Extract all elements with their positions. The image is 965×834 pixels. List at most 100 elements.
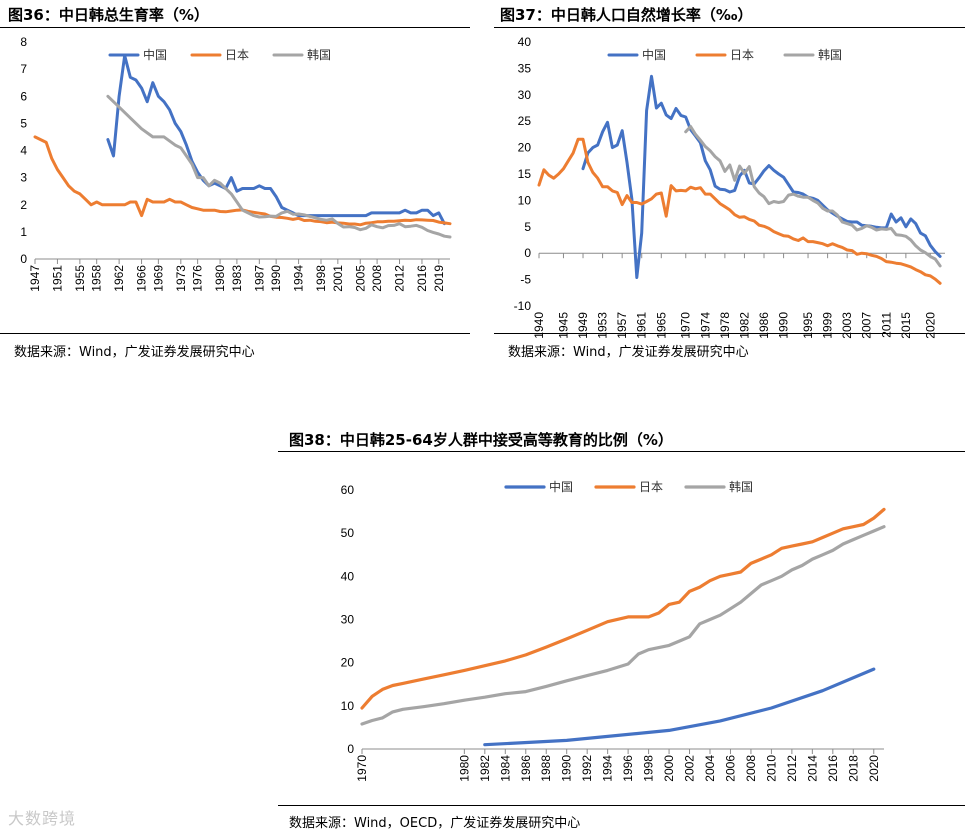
legend-label: 日本 — [225, 48, 249, 62]
fig38-title: 图38：中日韩25-64岁人群中接受高等教育的比例（%） — [289, 431, 673, 449]
series-line-日本 — [537, 137, 942, 285]
x-tick-label: 1949 — [576, 312, 590, 339]
x-tick-label: 1962 — [112, 265, 126, 292]
y-tick-label: -10 — [514, 299, 532, 313]
x-tick-label: 1995 — [801, 312, 815, 339]
series-line-日本 — [360, 507, 886, 710]
x-tick-label: 1998 — [314, 265, 328, 292]
fig37-source: 数据来源：Wind，广发证券发展研究中心 — [508, 345, 749, 360]
y-tick-label: 8 — [20, 35, 27, 49]
y-tick-label: 5 — [524, 220, 531, 234]
y-tick-label: 30 — [518, 88, 532, 102]
watermark-logo: 大数跨境 — [8, 809, 77, 828]
x-tick-label: 2006 — [723, 755, 737, 782]
fig37-title-rule — [494, 27, 965, 28]
x-tick-label: 1974 — [698, 312, 712, 339]
x-tick-label: 1973 — [174, 265, 188, 292]
y-tick-label: 6 — [20, 89, 27, 103]
y-tick-label: 4 — [20, 144, 27, 158]
x-tick-label: 1980 — [457, 755, 471, 782]
fig36-chart: 0 1 2 3 4 5 6 7 8 1947 1951 1955 1958 1962 1966 1969 197… — [20, 35, 452, 292]
x-tick-label: 2012 — [785, 755, 799, 782]
x-tick-label: 1945 — [556, 312, 570, 339]
y-tick-label: 40 — [341, 569, 355, 583]
x-tick-label: 1976 — [191, 265, 205, 292]
x-tick-label: 1988 — [539, 755, 553, 782]
x-tick-label: 2001 — [331, 265, 345, 292]
fig36-source-rule — [0, 333, 470, 334]
y-tick-label: 25 — [518, 114, 532, 128]
x-tick-label: 1940 — [532, 312, 546, 339]
y-tick-label: 30 — [341, 613, 355, 627]
x-tick-label: 1999 — [821, 312, 835, 339]
x-tick-label: 1983 — [230, 265, 244, 292]
x-tick-label: 1990 — [777, 312, 791, 339]
x-tick-label: 2016 — [415, 265, 429, 292]
x-tick-label: 2019 — [432, 265, 446, 292]
x-tick-label: 1961 — [635, 312, 649, 339]
y-tick-label: 60 — [341, 483, 355, 497]
x-tick-label: 2012 — [393, 265, 407, 292]
fig38-chart: 0 10 20 30 40 50 60 1970 1980 1982 1984 1986 1988 199… — [341, 479, 886, 782]
x-tick-label: 1982 — [478, 755, 492, 782]
x-tick-label: 2005 — [353, 265, 367, 292]
y-tick-label: 40 — [518, 35, 532, 49]
y-tick-label: 50 — [341, 526, 355, 540]
y-tick-label: 5 — [20, 116, 27, 130]
legend-label: 日本 — [730, 48, 754, 62]
x-tick-label: 1951 — [50, 265, 64, 292]
series-line-中国 — [106, 54, 446, 226]
fig36-title: 图36：中日韩总生育率（%） — [8, 6, 209, 24]
y-tick-label: 35 — [518, 61, 532, 75]
x-tick-label: 1947 — [28, 265, 42, 292]
fig37-title: 图37：中日韩人口自然增长率（‰） — [500, 6, 753, 24]
fig38-source: 数据来源：Wind，OECD，广发证券发展研究中心 — [289, 816, 581, 831]
y-tick-label: 10 — [518, 193, 532, 207]
y-tick-label: 0 — [524, 246, 531, 260]
x-tick-label: 2016 — [826, 755, 840, 782]
series-line-韩国 — [684, 125, 942, 268]
x-tick-label: 1998 — [642, 755, 656, 782]
legend-label: 日本 — [639, 480, 663, 494]
fig36-source: 数据来源：Wind，广发证券发展研究中心 — [14, 345, 255, 360]
x-tick-label: 1982 — [737, 312, 751, 339]
fig38-title-rule — [278, 451, 965, 452]
x-tick-label: 2010 — [764, 755, 778, 782]
y-tick-label: 15 — [518, 167, 532, 181]
x-tick-label: 2007 — [860, 312, 874, 339]
x-tick-label: 1990 — [269, 265, 283, 292]
x-tick-label: 1955 — [73, 265, 87, 292]
x-tick-label: 2004 — [703, 755, 717, 782]
x-tick-label: 2008 — [744, 755, 758, 782]
fig36-title-rule — [0, 27, 470, 28]
fig38-source-rule — [278, 805, 965, 806]
y-tick-label: 3 — [20, 171, 27, 185]
x-tick-label: 2003 — [840, 312, 854, 339]
series-line-中国 — [581, 74, 942, 279]
y-tick-label: 0 — [347, 742, 354, 756]
x-tick-label: 1970 — [355, 755, 369, 782]
series-line-韩国 — [360, 525, 886, 726]
x-tick-label: 1957 — [615, 312, 629, 339]
x-tick-label: 1996 — [621, 755, 635, 782]
x-tick-label: 1992 — [580, 755, 594, 782]
fig37-chart: -10 -5 0 5 10 15 20 25 30 35 40 1940 1945 1949 1953 195… — [514, 35, 945, 339]
y-tick-label: 0 — [20, 252, 27, 266]
x-tick-label: 1980 — [213, 265, 227, 292]
x-tick-label: 1970 — [679, 312, 693, 339]
legend-label: 中国 — [143, 47, 167, 62]
x-tick-label: 2008 — [370, 265, 384, 292]
x-tick-label: 1994 — [601, 755, 615, 782]
legend-label: 韩国 — [307, 47, 331, 62]
x-tick-label: 1953 — [596, 312, 610, 339]
legend-label: 韩国 — [818, 47, 842, 62]
x-tick-label: 1978 — [718, 312, 732, 339]
legend-label: 中国 — [642, 47, 666, 62]
y-tick-label: 20 — [341, 656, 355, 670]
y-tick-label: 2 — [20, 198, 27, 212]
series-line-韩国 — [106, 94, 452, 239]
y-tick-label: -5 — [520, 273, 531, 287]
legend-label: 韩国 — [729, 479, 753, 494]
x-tick-label: 1984 — [498, 755, 512, 782]
x-tick-label: 2000 — [662, 755, 676, 782]
